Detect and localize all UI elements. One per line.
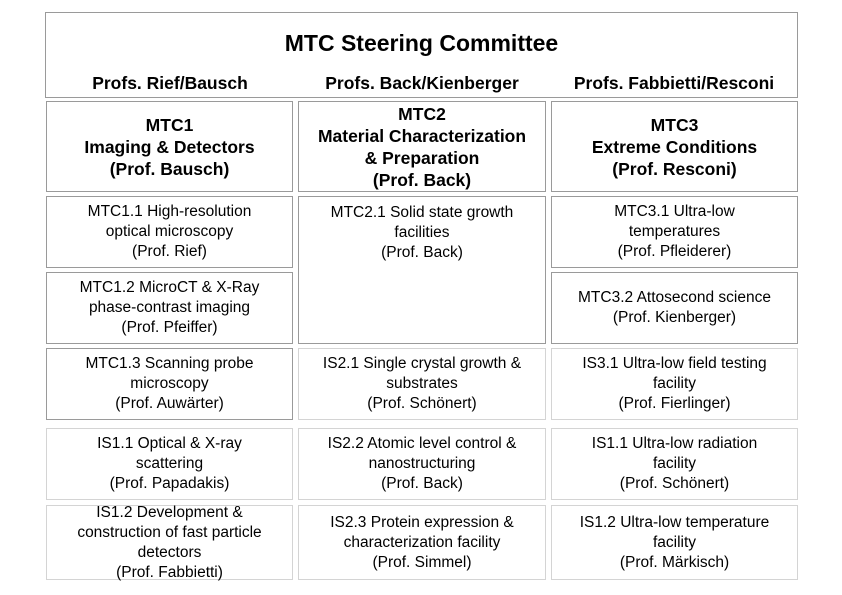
cell-line: IS1.2 Development & <box>96 503 243 521</box>
mtc1-header-line: MTC1 <box>145 114 194 135</box>
mtc2-header-line: MTC2 <box>398 103 446 124</box>
is1-2-cell: IS1.2 Development & construction of fast… <box>46 503 293 581</box>
cell-line: scattering <box>135 455 204 472</box>
cell-line: MTC1.1 High-resolution <box>87 203 252 220</box>
mtc3-1-cell: MTC3.1 Ultra-low temperatures (Prof. Pfl… <box>551 196 798 268</box>
steering-committee-box <box>45 12 798 98</box>
cell-line: (Prof. Märkisch) <box>619 553 730 571</box>
is3-1-cell: IS3.1 Ultra-low field testing facility (… <box>551 348 798 420</box>
mtc1-1-cell: MTC1.1 High-resolution optical microscop… <box>46 196 293 268</box>
cell-line: MTC1.2 MicroCT & X-Ray <box>79 279 260 296</box>
cell-line: IS1.2 Ultra-low temperature <box>579 513 770 531</box>
cell-line: MTC2.1 Solid state growth <box>330 204 514 221</box>
mtc1-header: MTC1 Imaging & Detectors (Prof. Bausch) <box>46 101 293 192</box>
cell-line: facility <box>652 533 697 551</box>
committee-profs-1: Profs. Rief/Bausch <box>92 73 248 93</box>
is1-1-radiation-cell: IS1.1 Ultra-low radiation facility (Prof… <box>551 428 798 500</box>
mtc3-header-line: MTC3 <box>650 114 699 135</box>
is1-1-cell: IS1.1 Optical & X-ray scattering (Prof. … <box>46 428 293 500</box>
cell-line: (Prof. Pfleiderer) <box>617 243 732 260</box>
mtc1-3-cell: MTC1.3 Scanning probe microscopy (Prof. … <box>46 348 293 420</box>
cell-line: (Prof. Back) <box>381 475 463 492</box>
cell-line: IS2.1 Single crystal growth & <box>322 355 522 372</box>
cell-line: MTC3.1 Ultra-low <box>614 203 735 220</box>
cell-line: IS3.1 Ultra-low field testing <box>582 355 767 372</box>
mtc2-header-line: Material Characterization <box>317 125 527 146</box>
cell-line: (Prof. Papadakis) <box>109 475 230 492</box>
cell-line: characterization facility <box>343 533 501 551</box>
cell-line: (Prof. Fabbietti) <box>116 563 223 581</box>
committee-profs-2: Profs. Back/Kienberger <box>325 73 519 93</box>
cell-line: facilities <box>394 224 450 241</box>
cell-line: (Prof. Schönert) <box>619 475 730 492</box>
is2-1-cell: IS2.1 Single crystal growth & substrates… <box>298 348 546 420</box>
cell-line: facility <box>652 455 697 472</box>
cell-line: phase-contrast imaging <box>88 299 251 316</box>
cell-line: optical microscopy <box>105 223 234 240</box>
cell-line: microscopy <box>130 375 209 392</box>
cell-line: temperatures <box>628 223 721 240</box>
mtc3-header: MTC3 Extreme Conditions (Prof. Resconi) <box>551 101 798 192</box>
cell-line: IS2.3 Protein expression & <box>330 513 514 531</box>
cell-line: MTC1.3 Scanning probe <box>85 355 254 372</box>
is2-3-cell: IS2.3 Protein expression & characterizat… <box>298 505 546 580</box>
mtc2-header-line: (Prof. Back) <box>372 169 472 190</box>
mtc1-header-line: Imaging & Detectors <box>84 136 255 157</box>
cell-line: IS2.2 Atomic level control & <box>327 435 517 452</box>
mtc3-header-line: Extreme Conditions <box>591 136 758 157</box>
mtc2-header-line: & Preparation <box>364 147 480 168</box>
cell-line: IS1.1 Ultra-low radiation <box>591 435 758 452</box>
mtc2-1-cell: MTC2.1 Solid state growth facilities (Pr… <box>298 196 546 344</box>
cell-line: (Prof. Simmel) <box>372 553 472 571</box>
mtc2-header: MTC2 Material Characterization & Prepara… <box>298 101 546 192</box>
cell-line: (Prof. Back) <box>381 244 463 261</box>
is1-2-temperature-cell: IS1.2 Ultra-low temperature facility (Pr… <box>551 505 798 580</box>
mtc1-2-cell: MTC1.2 MicroCT & X-Ray phase-contrast im… <box>46 272 293 344</box>
cell-line: construction of fast particle <box>77 523 262 541</box>
cell-line: nanostructuring <box>368 455 476 472</box>
cell-line: (Prof. Auwärter) <box>115 395 224 412</box>
cell-line: (Prof. Pfeiffer) <box>121 319 218 336</box>
committee-profs-3: Profs. Fabbietti/Resconi <box>573 73 775 93</box>
committee-title: MTC Steering Committee <box>284 30 559 56</box>
cell-line: (Prof. Schönert) <box>367 395 477 412</box>
cell-line: detectors <box>137 543 202 561</box>
mtc3-header-line: (Prof. Resconi) <box>612 158 737 179</box>
cell-line: (Prof. Kienberger) <box>612 309 737 326</box>
cell-line: MTC3.2 Attosecond science <box>578 289 771 306</box>
mtc3-2-cell: MTC3.2 Attosecond science (Prof. Kienber… <box>551 272 798 344</box>
cell-line: (Prof. Fierlinger) <box>618 395 731 412</box>
is2-2-cell: IS2.2 Atomic level control & nanostructu… <box>298 428 546 500</box>
mtc1-header-line: (Prof. Bausch) <box>109 158 230 179</box>
cell-line: (Prof. Rief) <box>132 243 207 260</box>
cell-line: substrates <box>386 375 458 392</box>
cell-line: IS1.1 Optical & X-ray <box>97 435 242 452</box>
cell-line: facility <box>652 375 697 392</box>
